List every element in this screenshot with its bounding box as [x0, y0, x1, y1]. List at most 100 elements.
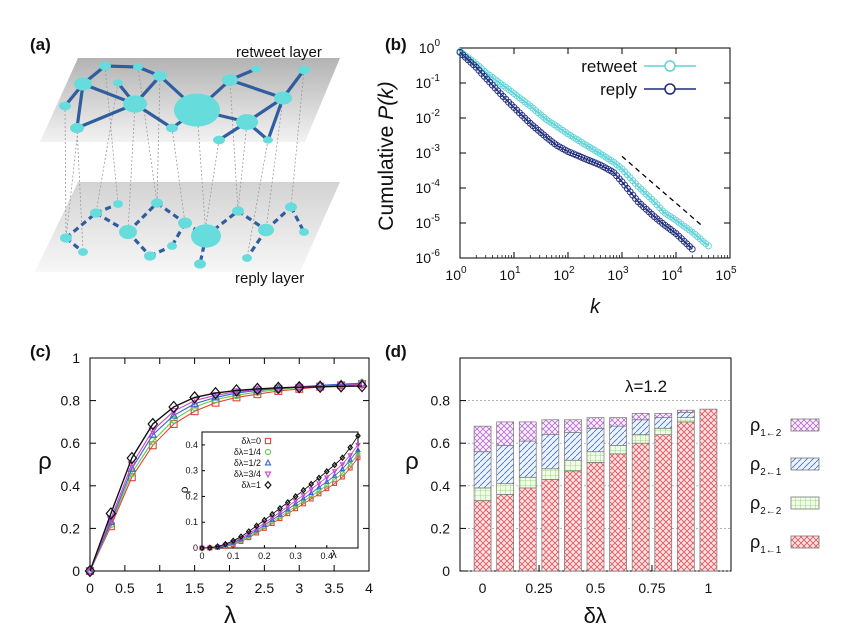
plot-b-ytick-label: 10-1	[416, 73, 441, 91]
bar-segment	[518, 440, 537, 478]
d-legend-swatch	[790, 418, 820, 432]
c-series-marker	[293, 380, 305, 394]
c-series-marker	[105, 507, 117, 520]
inset-legend-marker	[264, 458, 272, 466]
inset-series-marker	[253, 522, 260, 530]
reply-layer-nodes	[60, 198, 309, 269]
d-legend-label: ρ1←1	[750, 532, 782, 556]
reply-node	[78, 248, 88, 256]
inset-series-marker	[323, 475, 330, 481]
inset-series-marker	[293, 504, 299, 509]
panel-b-degree-distribution: (b) 100 101 102 103 104 105 100 10-1 10-2 10-3 10-…	[375, 35, 737, 318]
bar-segment	[496, 444, 515, 485]
inset-series-marker	[284, 498, 291, 506]
interlayer-link	[95, 82, 119, 214]
c-series-marker	[231, 383, 242, 397]
inset-series-marker	[308, 496, 314, 502]
plot-b-ytick-label: 10-2	[416, 108, 441, 126]
inset-series-marker	[355, 432, 361, 440]
inset-series-marker	[300, 486, 307, 494]
c-series-marker	[190, 407, 199, 416]
inset-series-marker	[199, 544, 205, 552]
inset-series-marker	[347, 456, 354, 462]
c-series-marker	[189, 391, 201, 404]
plot-b-legend: retweet reply	[581, 57, 696, 99]
c-series-marker	[232, 393, 241, 402]
plot-c-xtick-label: 4	[365, 580, 373, 596]
bar-segment	[631, 442, 650, 572]
plot-c-xtick-label: 2.5	[255, 580, 275, 596]
inset-series-marker	[355, 442, 361, 449]
d-legend-label: ρ2←1	[750, 454, 782, 478]
inset-ytick-label: 0	[193, 543, 198, 553]
bar-segment	[564, 432, 582, 461]
d-legend-label: ρ2←2	[750, 493, 782, 517]
plot-c-xlabel: λ	[224, 602, 236, 629]
inset-series-marker	[284, 505, 291, 512]
reply-node	[113, 200, 123, 208]
inset-series-marker	[347, 444, 354, 451]
plot-b-series	[456, 47, 712, 253]
plot-d-ytick-label: 0	[442, 563, 450, 579]
plot-c-ytick-label: 1	[72, 350, 80, 366]
inset-series-marker	[300, 495, 307, 501]
plot-c-inset: 0 0.1 0.2 0.3 0.400.10.20.30.4 δλ=0δλ=1/4δλ=…	[177, 431, 361, 561]
c-series-marker	[85, 565, 95, 575]
inset-legend-marker	[264, 471, 272, 479]
bar-segment	[564, 470, 582, 572]
bar-segment	[518, 487, 537, 572]
plot-d-xtick-label: 0	[479, 580, 487, 596]
reply-edge	[126, 201, 159, 234]
inset-series	[199, 432, 361, 552]
plot-c-xtick-label: 1	[156, 580, 164, 596]
inset-legend-label: δλ=1	[241, 480, 261, 490]
plot-b-xtick-label: 101	[499, 265, 521, 283]
plot-d-bars	[473, 408, 718, 572]
bar-segment	[676, 421, 695, 572]
retweet-node	[166, 123, 178, 133]
legend-retweet-marker	[664, 60, 676, 72]
plot-c-xtick-label: 1.5	[185, 580, 205, 596]
inset-series-marker	[222, 540, 229, 548]
bar-segment	[631, 419, 650, 436]
c-series-marker	[106, 516, 116, 526]
reply-node	[258, 223, 274, 237]
inset-series-marker	[277, 511, 283, 517]
plot-d-ylabel: ρ	[405, 448, 419, 475]
plot-d-ytick-label: 0.2	[431, 520, 451, 536]
reply-node	[151, 198, 163, 208]
c-series-marker	[84, 564, 96, 578]
reply-node	[90, 208, 102, 218]
panel-d-label: (d)	[385, 342, 407, 361]
bar-segment	[496, 421, 515, 446]
inset-series-marker	[245, 531, 252, 537]
retweet-node	[213, 135, 225, 145]
plot-d-xtick-label: 0.25	[525, 580, 552, 596]
inset-series-marker	[316, 474, 322, 482]
c-series-marker	[251, 382, 263, 396]
plot-d-xlabel: δλ	[584, 603, 607, 628]
plot-c-ytick-label: 0.2	[61, 520, 81, 536]
bar-segment	[518, 476, 537, 489]
inset-legend-label: δλ=0	[241, 436, 261, 446]
retweet-node	[70, 122, 84, 134]
retweet-node	[222, 74, 238, 86]
bar-segment	[541, 468, 560, 480]
series-retweet-marker	[704, 242, 712, 250]
legend-reply-marker	[664, 83, 676, 95]
bar-segment	[699, 408, 718, 572]
retweet-node	[99, 61, 111, 71]
inset-series-marker	[277, 504, 283, 512]
c-series-marker	[85, 567, 95, 577]
plot-d-xtick-label: 1	[705, 580, 713, 596]
c-series-marker	[190, 398, 199, 407]
inset-series-marker	[214, 543, 221, 550]
retweet-node	[274, 91, 292, 105]
inset-series-marker	[269, 516, 276, 522]
inset-series-marker	[339, 465, 346, 472]
c-series-marker	[357, 381, 367, 390]
inset-series-marker	[308, 489, 315, 496]
inset-series-marker	[261, 516, 268, 524]
plot-b-ytick-label: 10-5	[416, 213, 441, 231]
panel-b-label: (b)	[385, 35, 407, 54]
